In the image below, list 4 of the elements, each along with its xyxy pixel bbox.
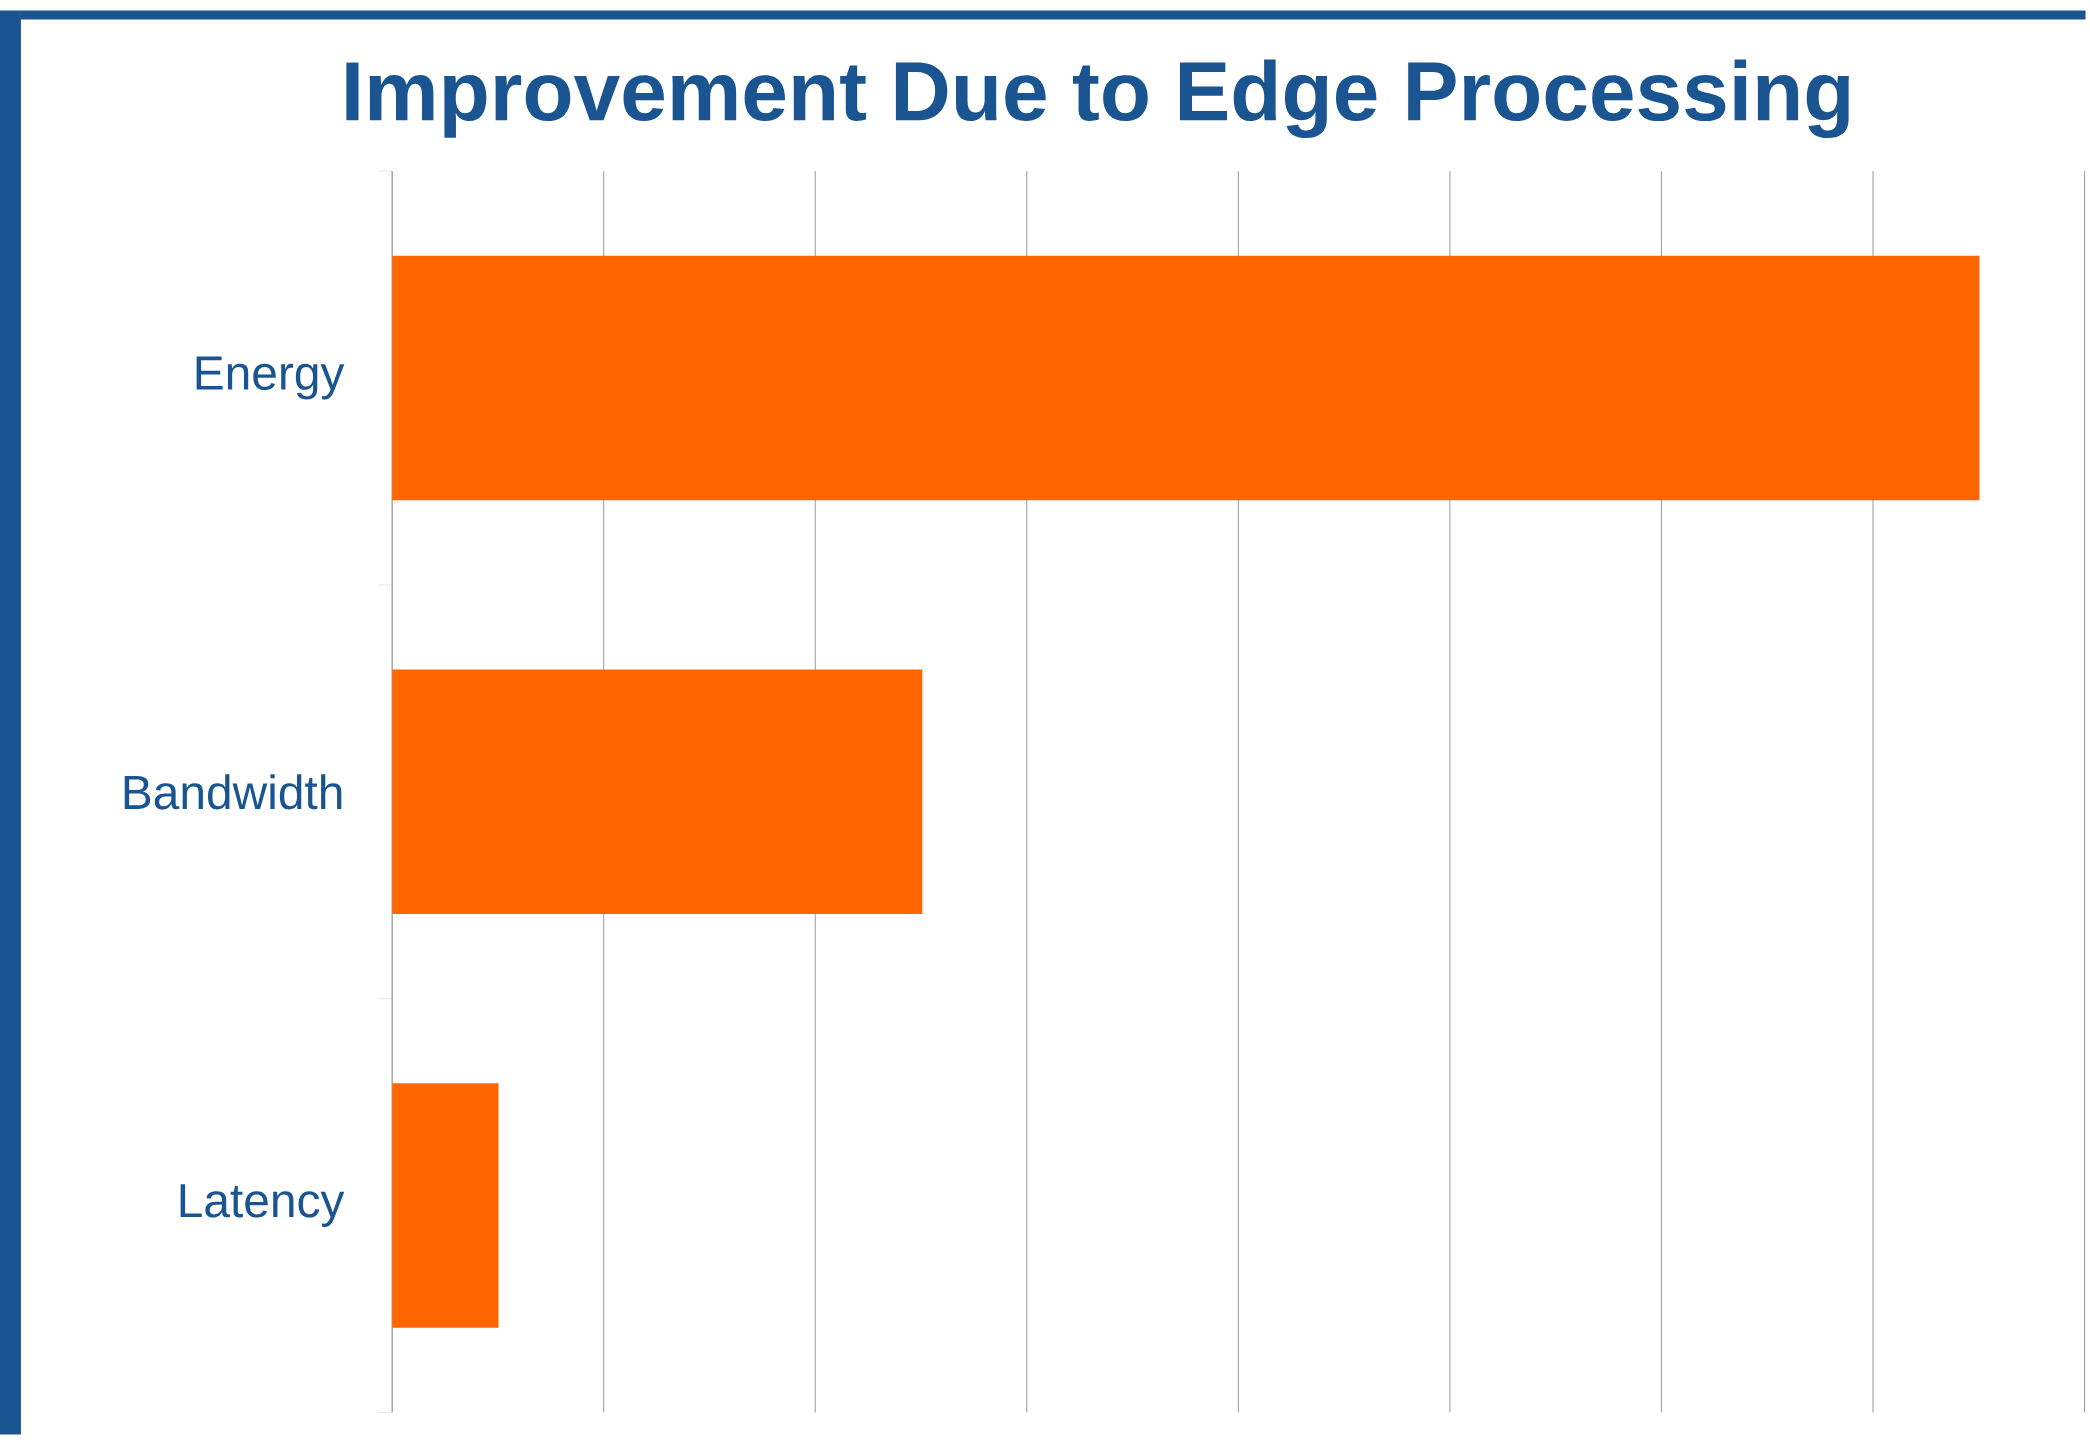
y-tick-label: Energy — [196, 356, 345, 400]
chart-title: Improvement Due to Edge Processing — [346, 59, 1849, 139]
y-tick-label: Bandwidth — [124, 774, 342, 810]
y-tick-label: Latency — [180, 1184, 345, 1228]
